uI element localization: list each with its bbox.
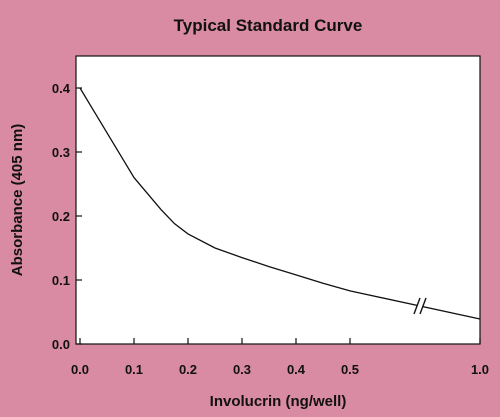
x-tick-label: 0.5: [341, 362, 359, 377]
x-tick-label: 0.2: [179, 362, 197, 377]
x-tick-label: 1.0: [471, 362, 489, 377]
axis-break-gap: [417, 300, 423, 313]
y-axis-label: Absorbance (405 nm): [9, 124, 26, 277]
x-tick-label: 0.3: [233, 362, 251, 377]
x-axis-label: Involucrin (ng/well): [210, 393, 347, 410]
x-tick-label: 0.4: [287, 362, 306, 377]
plot-area: [75, 55, 481, 345]
y-tick-label: 0.0: [52, 337, 70, 352]
x-axis-ticks: 0.0 0.1 0.2 0.3 0.4 0.5 1.0: [71, 338, 489, 377]
series-line: [79, 87, 481, 320]
y-tick-label: 0.1: [52, 273, 70, 288]
axis-break-slash: [419, 297, 427, 315]
y-tick-label: 0.3: [52, 145, 70, 160]
axis-break-marker: [413, 297, 427, 315]
x-tick-label: 0.1: [125, 362, 143, 377]
chart-title: Typical Standard Curve: [174, 16, 363, 35]
y-tick-label: 0.2: [52, 209, 70, 224]
y-tick-label: 0.4: [52, 81, 71, 96]
y-axis-ticks: 0.0 0.1 0.2 0.3 0.4: [52, 81, 82, 352]
axis-break-slash: [413, 297, 421, 315]
x-tick-label: 0.0: [71, 362, 89, 377]
